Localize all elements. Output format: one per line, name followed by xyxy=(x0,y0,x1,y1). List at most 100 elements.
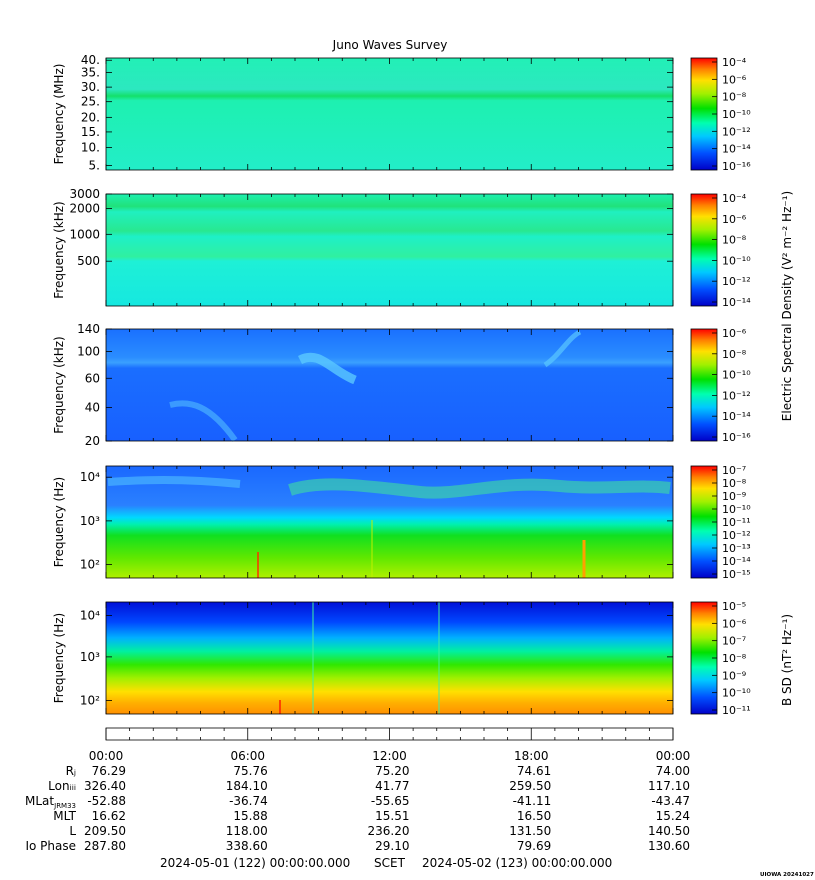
footer-end-time: 2024-05-02 (123) 00:00:00.000 xyxy=(422,856,612,870)
ephemeris-value: 209.50 xyxy=(84,824,126,838)
panel-5: 10² 10³ 10⁴ Frequency (Hz) 10⁻⁵ 10⁻⁶ 10⁻⁷ 10⁻⁸… xyxy=(52,600,751,717)
ephemeris-value: 74.61 xyxy=(517,764,551,778)
y-axis-label: Frequency (kHz) xyxy=(52,201,66,298)
y-tick-label: 10⁴ xyxy=(80,470,100,484)
y-tick-label: 40. xyxy=(81,53,100,67)
colorbar-tick-label: 10⁻⁶ xyxy=(722,327,747,340)
time-tick-label: 00:00 xyxy=(656,749,691,763)
ephemeris-value: -43.47 xyxy=(651,794,690,808)
panel-5-colorbar-label: B SD (nT² Hz⁻¹) xyxy=(780,614,794,706)
panel-4-emission-band xyxy=(288,478,671,499)
panel-3-emission-arc-3 xyxy=(543,329,582,368)
colorbar-tick-label: 10⁻¹⁶ xyxy=(722,431,751,444)
ephemeris-value: 338.60 xyxy=(226,839,268,853)
ephemeris-table: Rⱼ 76.29 75.76 75.20 74.61 74.00 Lonᵢᵢᵢ 326.40 1… xyxy=(25,764,690,853)
colorbar-tick-label: 10⁻¹⁰ xyxy=(722,108,751,121)
ephemeris-value: 76.29 xyxy=(92,764,126,778)
y-tick-label: 10³ xyxy=(80,514,100,528)
time-tick-label: 12:00 xyxy=(372,749,407,763)
ephemeris-value: 287.80 xyxy=(84,839,126,853)
plot-title: Juno Waves Survey xyxy=(332,38,448,52)
panel-1-spectrogram xyxy=(106,58,673,170)
colorbar-tick-label: 10⁻¹² xyxy=(722,125,751,138)
y-tick-label: 100 xyxy=(77,344,100,358)
ephemeris-value: 117.10 xyxy=(648,779,690,793)
y-tick-label: 10³ xyxy=(80,650,100,664)
ephemeris-value: 75.20 xyxy=(375,764,409,778)
y-tick-label: 10. xyxy=(81,141,100,155)
colorbar-tick-label: 10⁻¹⁴ xyxy=(722,296,751,309)
colorbar-tick-label: 10⁻¹⁰ xyxy=(722,687,751,700)
panel-2-colorbar xyxy=(690,193,718,307)
colorbar-tick-label: 10⁻⁷ xyxy=(722,464,746,477)
panel-4-axes: 10² 10³ 10⁴ Frequency (Hz) xyxy=(52,465,674,579)
y-tick-label: 30. xyxy=(81,80,100,94)
ephemeris-row-label: Io Phase xyxy=(25,839,76,853)
colorbar-tick-label: 10⁻¹² xyxy=(722,529,751,542)
footer-start-time: 2024-05-01 (122) 00:00:00.000 xyxy=(160,856,350,870)
time-tick-label: 00:00 xyxy=(89,749,124,763)
y-tick-label: 500 xyxy=(77,254,100,268)
ephemeris-value: 16.50 xyxy=(517,809,551,823)
colorbar-tick-label: 10⁻¹⁴ xyxy=(722,143,751,156)
ephemeris-value: 259.50 xyxy=(509,779,551,793)
colorbar-tick-label: 10⁻⁶ xyxy=(722,617,747,630)
ephemeris-row-label: Rⱼ xyxy=(66,764,76,778)
y-tick-label: 35. xyxy=(81,66,100,80)
ephemeris-value: 41.77 xyxy=(375,779,409,793)
colorbar-tick-label: 10⁻⁸ xyxy=(722,91,747,104)
colorbar-tick-label: 10⁻⁸ xyxy=(722,348,747,361)
colorbar-tick-label: 10⁻⁹ xyxy=(722,669,746,682)
shared-colorbar-label: Electric Spectral Density (V² m⁻² Hz⁻¹) xyxy=(780,191,794,421)
colorbar-tick-label: 10⁻¹⁰ xyxy=(722,369,751,382)
ephemeris-value: 236.20 xyxy=(368,824,410,838)
ephemeris-value: -55.65 xyxy=(371,794,410,808)
y-tick-label: 15. xyxy=(81,125,100,139)
panel-3: 20 40 60 100 140 Frequency (kHz) 10⁻⁶ 10⁻⁸ 10⁻¹… xyxy=(52,322,751,448)
y-tick-label: 25. xyxy=(81,95,100,109)
ephemeris-value: 16.62 xyxy=(92,809,126,823)
panel-5-spectrogram xyxy=(106,602,673,714)
colorbar-tick-label: 10⁻⁸ xyxy=(722,652,747,665)
colorbar-tick-label: 10⁻¹¹ xyxy=(722,516,751,529)
ephemeris-value: -41.11 xyxy=(513,794,552,808)
ephemeris-value: 184.10 xyxy=(226,779,268,793)
y-axis-label: Frequency (kHz) xyxy=(52,336,66,433)
footer-scet: SCET xyxy=(374,856,406,870)
y-tick-label: 10² xyxy=(80,694,100,708)
panel-1-axes: 5. 10. 15.20.25.30.35.40. Frequency (MHz) xyxy=(52,53,674,173)
colorbar-tick-label: 10⁻⁴ xyxy=(722,192,747,205)
colorbar-tick-label: 10⁻⁷ xyxy=(722,635,746,648)
y-tick-label: 3000 xyxy=(69,187,100,201)
panel-5-axes: 10² 10³ 10⁴ Frequency (Hz) xyxy=(52,601,674,715)
panel-1: 5. 10. 15.20.25.30.35.40. Frequency (MHz) 1… xyxy=(52,53,751,173)
panel-3-emission-arc xyxy=(297,352,357,385)
ephemeris-value: -52.88 xyxy=(87,794,126,808)
y-tick-label: 2000 xyxy=(69,202,100,216)
colorbar-tick-label: 10⁻⁹ xyxy=(722,490,746,503)
colorbar-tick-label: 10⁻⁵ xyxy=(722,600,746,613)
ephemeris-row-label: MLatJRM33 xyxy=(25,794,76,810)
y-axis-label: Frequency (Hz) xyxy=(52,477,66,568)
ephemeris-value: 79.69 xyxy=(517,839,551,853)
colorbar-tick-label: 10⁻¹⁰ xyxy=(722,254,751,267)
colorbar-tick-label: 10⁻⁶ xyxy=(722,213,747,226)
panel-2-colorbar-ticks: 10⁻⁴ 10⁻⁶ 10⁻⁸ 10⁻¹⁰ 10⁻¹² 10⁻¹⁴ xyxy=(712,192,751,309)
panel-3-axes: 20 40 60 100 140 Frequency (kHz) xyxy=(52,322,674,448)
ephemeris-row-label: L xyxy=(69,824,76,838)
ephemeris-row-label: MLT xyxy=(53,809,76,823)
colorbar-tick-label: 10⁻¹³ xyxy=(722,542,751,555)
y-tick-label: 20 xyxy=(85,434,100,448)
colorbar-tick-label: 10⁻⁶ xyxy=(722,73,747,86)
y-tick-label: 140 xyxy=(77,322,100,336)
colorbar-tick-label: 10⁻⁸ xyxy=(722,234,747,247)
panel-3-colorbar xyxy=(690,328,718,442)
y-tick-label: 5. xyxy=(89,159,100,173)
y-tick-label: 60 xyxy=(85,371,100,385)
panel-1-colorbar-ticks: 10⁻⁴ 10⁻⁶ 10⁻⁸ 10⁻¹⁰ 10⁻¹² 10⁻¹⁴ 10⁻¹⁶ xyxy=(712,56,751,173)
panel-4-colorbar-ticks: 10⁻⁷10⁻⁸10⁻⁹10⁻¹⁰10⁻¹¹10⁻¹²10⁻¹³10⁻¹⁴10⁻… xyxy=(712,464,751,581)
ephemeris-value: 74.00 xyxy=(656,764,690,778)
ephemeris-value: 75.76 xyxy=(233,764,267,778)
panel-3-spectrogram xyxy=(106,329,673,441)
